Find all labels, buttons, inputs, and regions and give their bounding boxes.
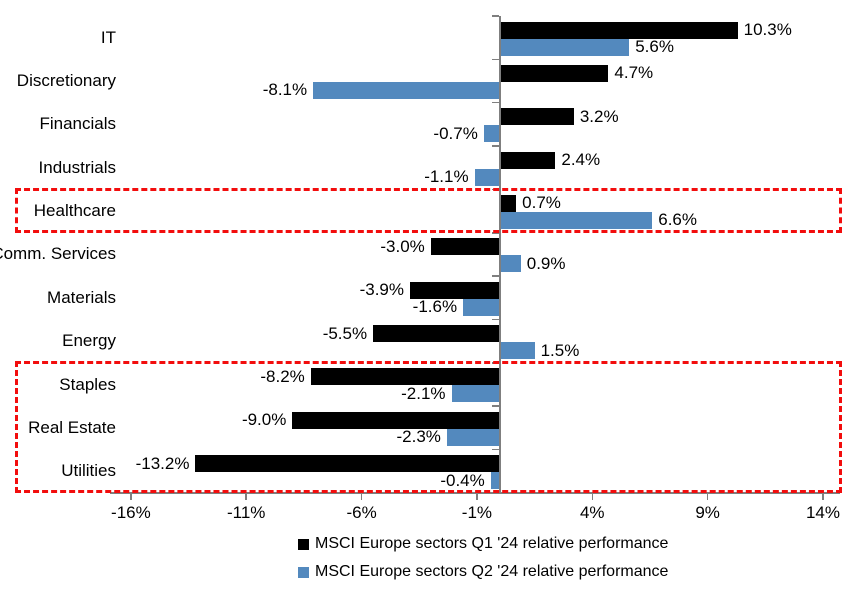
value-label-q2-healthcare: 6.6% [658,210,697,230]
value-label-q1-utilities: -13.2% [135,453,190,473]
y-axis-tick [492,232,499,234]
x-tick-label-11: -11% [227,503,266,522]
bar-q1-industrials [500,151,556,169]
value-label-q2-utilities: -0.4% [440,470,485,490]
legend-item-q1: MSCI Europe sectors Q1 '24 relative perf… [298,534,668,554]
category-label-materials: Materials [47,287,116,307]
bar-q2-healthcare [500,211,653,229]
x-tick-label-14: 14% [805,503,840,522]
category-label-energy: Energy [62,331,116,351]
y-axis-tick [492,101,499,104]
highlight-box-staples-real-estate-utilities [15,361,842,493]
category-label-utilities: Utilities [61,461,116,481]
y-axis-tick [492,58,499,61]
bar-q2-staples [451,385,500,403]
bar-q1-comm-services [430,238,500,256]
legend-swatch-q2-icon [298,566,309,578]
value-label-q2-industrials: -1.1% [424,167,469,187]
value-label-q1-comm-services: -3.0% [380,236,425,256]
category-label-financials: Financials [39,114,116,134]
value-label-q2-materials: -1.6% [412,297,458,317]
y-axis-tick [492,145,499,147]
category-label-industrials: Industrials [38,157,116,177]
category-label-comm-services: Comm. Services [0,244,116,264]
x-axis-tick [360,494,363,500]
value-label-q2-real-estate: -2.3% [396,427,441,447]
value-label-q2-comm-services: 0.9% [526,253,566,273]
value-label-q1-discretionary: 4.7% [614,63,654,83]
legend: MSCI Europe sectors Q1 '24 relative perf… [298,534,668,582]
y-axis-tick [492,15,499,17]
legend-swatch-q1-icon [298,538,309,550]
x-axis-tick [706,494,709,500]
value-label-q1-materials: -3.9% [359,280,405,300]
bar-q1-healthcare [500,194,517,212]
legend-label-q1: MSCI Europe sectors Q1 '24 relative perf… [315,535,669,552]
x-axis-tick [591,494,594,500]
bar-q2-materials [463,298,500,316]
bar-q2-financials [483,125,500,143]
value-label-q2-financials: -0.7% [433,123,478,143]
y-axis-tick [492,275,499,277]
y-axis-tick [492,318,499,321]
bar-q1-it [500,21,738,39]
bar-q1-discretionary [500,64,609,82]
category-label-discretionary: Discretionary [16,71,116,91]
bar-q2-industrials [474,168,500,186]
legend-item-q2: MSCI Europe sectors Q2 '24 relative perf… [298,562,668,582]
x-axis-tick [130,494,132,500]
legend-label-q2: MSCI Europe sectors Q2 '24 relative perf… [315,563,669,580]
value-label-q1-it: 10.3% [743,20,792,39]
x-axis-line [110,492,840,494]
bar-q2-discretionary [313,81,500,99]
value-label-q2-it: 5.6% [635,37,674,56]
bar-q1-real-estate [292,411,500,429]
bar-q1-utilities [195,455,500,473]
x-tick-label-16: -16% [111,503,151,522]
x-tick-label-6: -6% [346,503,377,522]
value-label-q1-real-estate: -9.0% [241,410,287,430]
category-label-it: IT [100,27,116,47]
y-axis-line [499,16,501,494]
x-tick-label-4: 4% [579,503,605,522]
category-label-real-estate: Real Estate [28,417,116,437]
y-axis-tick [492,492,499,494]
category-label-staples: Staples [59,374,116,394]
bar-q1-financials [500,108,574,126]
category-label-healthcare: Healthcare [33,201,116,221]
bar-q1-energy [373,325,500,343]
x-axis-tick [822,494,824,500]
x-axis-tick [245,494,247,500]
value-label-q2-staples: -2.1% [401,383,446,403]
bar-q2-comm-services [500,255,521,273]
x-tick-label-9: 9% [695,503,720,522]
highlight-box-healthcare [15,187,842,233]
bar-q1-materials [410,281,500,299]
value-label-q1-staples: -8.2% [260,366,305,386]
y-axis-tick [492,448,499,451]
x-tick-label-1: -1% [461,503,493,522]
value-label-q2-discretionary: -8.1% [262,80,308,100]
value-label-q2-energy: 1.5% [540,340,580,360]
bar-q2-energy [500,342,535,360]
y-axis-tick [492,405,499,407]
bar-q2-real-estate [446,428,500,446]
x-axis-tick [476,494,478,500]
bar-q1-staples [310,368,500,386]
bar-q2-it [500,38,630,56]
bar-q2-utilities [490,472,500,490]
value-label-q1-healthcare: 0.7% [522,193,561,213]
value-label-q1-industrials: 2.4% [561,150,601,170]
value-label-q1-energy: -5.5% [322,323,368,343]
value-label-q1-financials: 3.2% [579,106,619,126]
